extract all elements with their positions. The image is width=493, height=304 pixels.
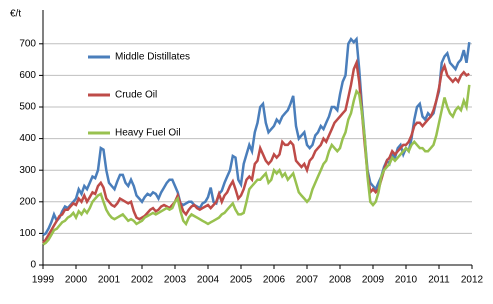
x-tick-label: 2006: [263, 275, 286, 286]
x-tick-label: 2009: [362, 275, 385, 286]
y-axis-label: €/t: [10, 9, 21, 20]
x-tick-label: 2000: [65, 275, 88, 286]
x-tick-label: 2005: [230, 275, 253, 286]
y-tick-label: 600: [19, 70, 36, 81]
y-tick-label: 200: [19, 196, 36, 207]
y-tick-label: 0: [30, 260, 36, 271]
legend-label: Middle Distillates: [115, 52, 190, 63]
y-tick-label: 100: [19, 228, 36, 239]
legend-label: Heavy Fuel Oil: [115, 128, 181, 139]
x-tick-label: 2010: [395, 275, 418, 286]
x-tick-label: 2003: [164, 275, 187, 286]
x-tick-label: 2007: [296, 275, 319, 286]
y-tick-label: 700: [19, 38, 36, 49]
x-tick-label: 2012: [461, 275, 484, 286]
x-tick-label: 2004: [197, 275, 220, 286]
x-tick-label: 2002: [131, 275, 154, 286]
x-tick-label: 1999: [32, 275, 55, 286]
series-line: [42, 84, 471, 246]
x-tick-label: 2008: [329, 275, 352, 286]
series-line: [42, 36, 471, 237]
series-line: [42, 58, 470, 244]
x-tick-label: 2001: [98, 275, 121, 286]
y-tick-label: 400: [19, 133, 36, 144]
x-tick-label: 2011: [428, 275, 450, 286]
y-tick-label: 300: [19, 165, 36, 176]
y-tick-label: 500: [19, 102, 36, 113]
legend-label: Crude Oil: [115, 90, 157, 101]
